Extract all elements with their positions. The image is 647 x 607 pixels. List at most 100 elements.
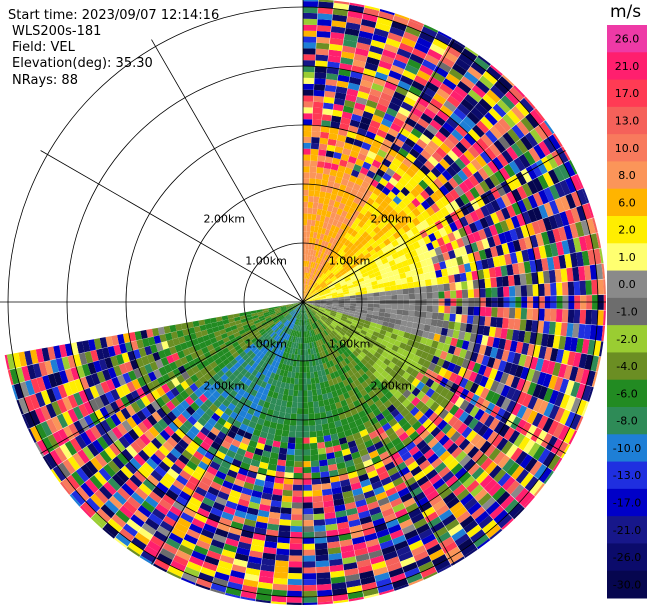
range-gate [271, 332, 278, 339]
range-gate [342, 191, 351, 200]
range-gate [226, 532, 241, 542]
range-gate [220, 332, 229, 340]
range-gate [475, 453, 489, 467]
range-gate [515, 101, 530, 117]
range-gate [291, 401, 298, 409]
range-gate [255, 391, 263, 400]
range-gate [477, 364, 487, 376]
range-gate [407, 315, 415, 323]
range-gate [263, 480, 275, 489]
range-gate [244, 326, 251, 333]
range-gate [505, 217, 515, 231]
range-gate [436, 319, 444, 328]
range-gate [409, 18, 425, 27]
range-gate [565, 209, 575, 225]
range-gate [273, 306, 281, 309]
range-gate [302, 337, 305, 344]
range-gate [383, 195, 393, 205]
range-gate [570, 174, 582, 191]
range-gate [458, 438, 471, 451]
range-gate [288, 328, 293, 336]
range-gate [529, 109, 544, 125]
range-gate [295, 443, 303, 450]
range-gate [335, 284, 342, 289]
range-gate [520, 308, 528, 320]
range-gate [150, 535, 166, 548]
range-gate [331, 268, 338, 274]
range-gate [247, 332, 254, 338]
range-gate [521, 211, 532, 225]
range-gate [260, 498, 272, 506]
range-gate [317, 394, 324, 402]
range-gate [474, 488, 488, 502]
range-gate [96, 370, 106, 384]
range-gate [491, 287, 498, 298]
range-gate [90, 349, 99, 362]
range-gate [484, 278, 492, 288]
range-gate [99, 337, 108, 349]
range-gate [261, 425, 270, 434]
range-gate [312, 308, 318, 313]
range-gate [311, 478, 322, 485]
range-gate [274, 566, 289, 573]
range-gate [297, 331, 300, 338]
range-gate [331, 252, 338, 259]
range-gate [262, 348, 269, 355]
range-gate [385, 382, 394, 391]
range-gate [319, 465, 329, 473]
range-gate [118, 363, 128, 375]
range-gate [247, 366, 255, 374]
range-gate [501, 349, 510, 362]
range-gate [287, 442, 296, 450]
range-gate [373, 303, 380, 308]
range-gate [454, 219, 464, 230]
range-gate [476, 137, 489, 151]
range-gate [341, 313, 349, 318]
range-gate [479, 151, 492, 164]
range-gate [511, 124, 525, 140]
range-gate [353, 541, 367, 551]
range-gate [398, 147, 409, 158]
range-gate [321, 350, 327, 358]
range-gate [318, 272, 324, 278]
range-gate [501, 275, 509, 287]
range-gate [385, 213, 394, 222]
range-gate [181, 571, 198, 584]
range-gate [103, 481, 117, 496]
range-gate [547, 454, 561, 471]
colorbar-swatch [607, 325, 647, 353]
range-gate [429, 473, 442, 485]
range-gate [498, 232, 507, 245]
range-gate [445, 203, 455, 214]
range-gate [340, 338, 347, 345]
range-gate [248, 501, 260, 510]
range-gate [505, 413, 517, 427]
range-gate [339, 122, 350, 131]
range-gate [194, 397, 204, 408]
range-gate [376, 148, 388, 159]
range-gate [306, 372, 311, 379]
range-gate [121, 352, 130, 364]
colorbar-swatch [607, 216, 647, 244]
range-gate [401, 421, 412, 432]
range-gate [335, 286, 343, 291]
range-gate [198, 534, 213, 545]
range-gate [350, 298, 357, 301]
range-gate [350, 394, 358, 403]
range-gate [302, 437, 310, 444]
range-gate [342, 261, 349, 268]
range-gate [558, 425, 570, 441]
range-gate [464, 402, 475, 415]
range-gate [176, 374, 186, 384]
range-gate [402, 561, 418, 573]
range-gate [308, 261, 312, 268]
range-gate [529, 460, 543, 476]
range-gate [234, 319, 242, 325]
range-gate [498, 424, 511, 438]
range-gate [301, 307, 303, 314]
range-gate [158, 445, 170, 457]
range-gate [405, 366, 415, 375]
range-gate [38, 361, 48, 377]
range-gate [365, 130, 377, 140]
range-gate [337, 361, 344, 369]
